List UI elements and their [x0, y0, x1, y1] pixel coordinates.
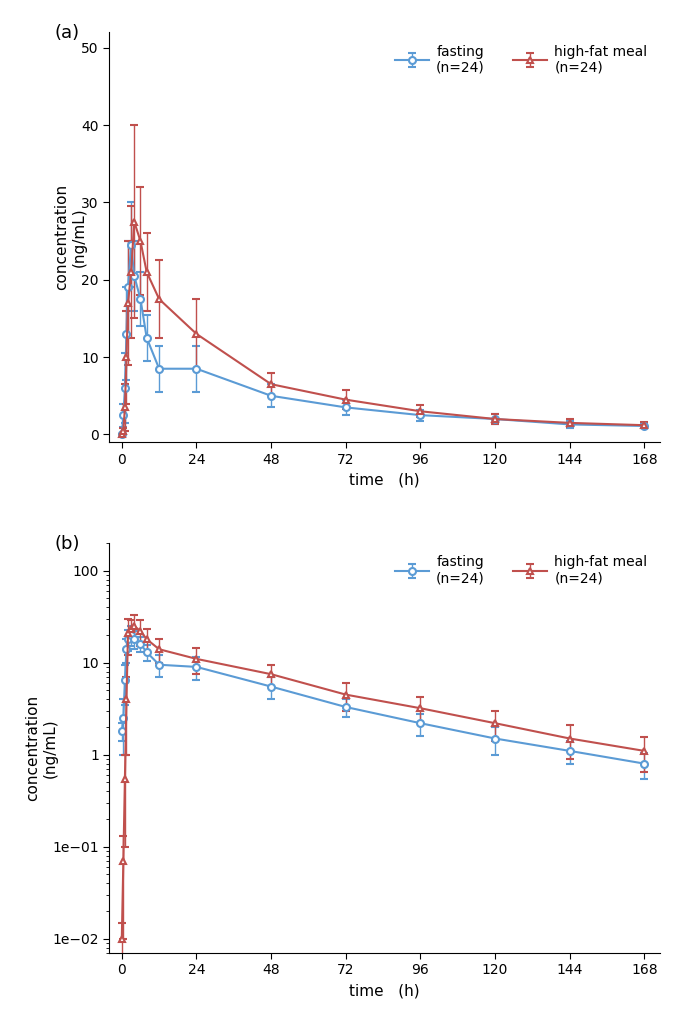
Y-axis label: concentration
(ng/mL): concentration (ng/mL): [54, 184, 86, 291]
X-axis label: time   (h): time (h): [349, 983, 420, 998]
Text: (a): (a): [54, 24, 79, 42]
Text: (b): (b): [54, 535, 79, 552]
Legend: fasting
(n=24), high-fat meal
(n=24): fasting (n=24), high-fat meal (n=24): [389, 550, 653, 591]
Y-axis label: concentration
(ng/mL): concentration (ng/mL): [25, 695, 58, 801]
Legend: fasting
(n=24), high-fat meal
(n=24): fasting (n=24), high-fat meal (n=24): [389, 39, 653, 81]
X-axis label: time   (h): time (h): [349, 473, 420, 487]
